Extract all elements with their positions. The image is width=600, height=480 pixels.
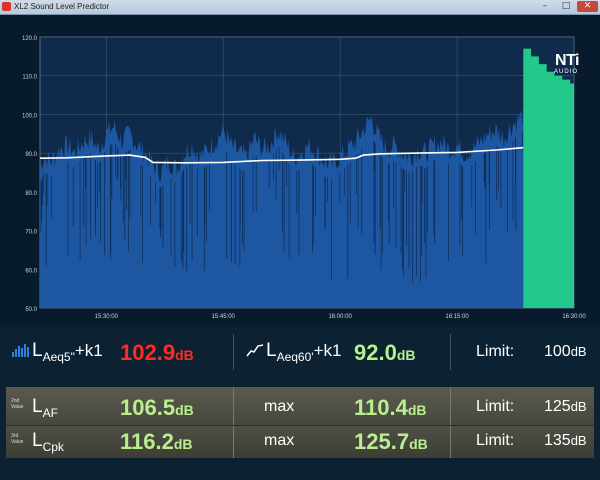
lcpk-max-number: 125.7 bbox=[354, 429, 410, 454]
x-tick-label: 16:30:00 bbox=[562, 314, 586, 320]
y-tick-label: 120.0 bbox=[22, 36, 38, 42]
divider bbox=[450, 426, 451, 458]
running-average-line bbox=[39, 146, 524, 164]
level-chart-panel: 120.0 110.0 100.0 90.0 80.0 70.0 60.0 50.0 15:30… bbox=[0, 15, 600, 327]
lcpk-max-value: 125.7dB bbox=[354, 429, 428, 455]
limit-number: 135 bbox=[544, 432, 571, 449]
lcpk-max-label: max bbox=[264, 432, 295, 449]
limit-label: Limit: bbox=[476, 343, 515, 360]
laeq-row: LAeq5"+k1 102.9dB LAeq60'+k1 92.0dB Limi… bbox=[6, 334, 594, 370]
minimize-icon[interactable]: – bbox=[542, 1, 548, 11]
laf-row: 2nd Value LAF 106.5dB max 110.4dB Limit:… bbox=[6, 387, 594, 425]
prediction-area bbox=[523, 48, 574, 308]
divider bbox=[233, 334, 234, 370]
app-icon bbox=[2, 2, 11, 11]
divider bbox=[450, 387, 451, 425]
laeq60-number: 92.0 bbox=[354, 340, 397, 365]
laeq5-number: 102.9 bbox=[120, 340, 176, 365]
lcpk-unit: dB bbox=[173, 436, 193, 452]
laeq60-label: LAeq60'+k1 bbox=[266, 340, 341, 364]
limit-number: 100 bbox=[544, 343, 571, 360]
window-title-bar: XL2 Sound Level Predictor – □ ✕ bbox=[0, 0, 600, 15]
laf-max-value: 110.4dB bbox=[354, 395, 427, 421]
close-icon[interactable]: ✕ bbox=[577, 1, 598, 12]
logo-sub-text: AUDIO bbox=[553, 69, 578, 75]
laf-max-label: max bbox=[264, 398, 295, 415]
divider bbox=[233, 387, 234, 425]
laeq5-suffix: +k1 bbox=[74, 341, 103, 360]
laf-unit: dB bbox=[175, 402, 194, 418]
x-tick-label: 16:00:00 bbox=[328, 314, 352, 320]
y-tick-label: 100.0 bbox=[22, 113, 38, 119]
lcpk-number: 116.2 bbox=[120, 429, 174, 454]
logo-main-text: NTi bbox=[555, 52, 579, 69]
limit-label: Limit: bbox=[476, 432, 515, 449]
limit-value: 135dB bbox=[544, 432, 587, 450]
x-tick-label: 15:45:00 bbox=[212, 314, 236, 320]
laeq60-L: L bbox=[266, 340, 277, 361]
lcpk-value: 116.2dB bbox=[120, 429, 193, 455]
lcpk-L: L bbox=[32, 430, 43, 451]
limit-unit: dB bbox=[570, 433, 587, 448]
bar-level-icon bbox=[12, 344, 29, 357]
maximize-icon[interactable]: □ bbox=[561, 1, 571, 11]
laf-label: LAF bbox=[32, 396, 58, 420]
second-value-tag: 2nd Value bbox=[11, 398, 24, 410]
x-tick-label: 15:30:00 bbox=[95, 314, 119, 320]
lcpk-row: 3rd Value LCpk 116.2dB max 125.7dB Limit… bbox=[6, 425, 594, 458]
laeq60-suffix: +k1 bbox=[313, 341, 342, 360]
laf-sub: AF bbox=[42, 406, 58, 420]
laeq5-label: LAeq5"+k1 bbox=[32, 340, 103, 364]
laf-max-unit: dB bbox=[407, 402, 427, 418]
y-tick-label: 110.0 bbox=[22, 75, 37, 81]
y-tick-label: 50.0 bbox=[25, 307, 37, 313]
laeq5-value: 102.9dB bbox=[120, 340, 194, 366]
window-title: XL2 Sound Level Predictor bbox=[14, 2, 110, 11]
limit-unit: dB bbox=[570, 399, 587, 414]
limit-label: Limit: bbox=[476, 398, 515, 415]
laf-L: L bbox=[32, 396, 43, 417]
laeq60-sub: Aeq60' bbox=[276, 350, 314, 364]
third-value-tag: 3rd Value bbox=[11, 433, 24, 445]
y-tick-label: 70.0 bbox=[25, 230, 37, 236]
laf-number: 106.5 bbox=[120, 395, 176, 420]
y-tick-label: 60.0 bbox=[25, 268, 37, 274]
y-tick-label: 90.0 bbox=[25, 152, 37, 158]
trend-line-icon bbox=[246, 344, 264, 357]
limit-value: 100dB bbox=[544, 343, 587, 361]
level-dips bbox=[40, 130, 523, 284]
level-chart: 120.0 110.0 100.0 90.0 80.0 70.0 60.0 50.0 15:30… bbox=[22, 36, 586, 320]
lcpk-sub: Cpk bbox=[42, 440, 64, 454]
laeq5-sub: Aeq5" bbox=[42, 350, 75, 364]
laeq5-unit: dB bbox=[175, 347, 194, 363]
x-tick-label: 16:15:00 bbox=[445, 314, 469, 320]
laeq60-unit: dB bbox=[396, 347, 416, 363]
divider bbox=[233, 426, 234, 458]
y-tick-label: 80.0 bbox=[25, 191, 37, 197]
divider bbox=[450, 334, 451, 370]
lcpk-max-unit: dB bbox=[409, 436, 428, 452]
laf-max-number: 110.4 bbox=[354, 395, 408, 420]
limit-number: 125 bbox=[544, 398, 571, 415]
nti-audio-logo: NTi AUDIO bbox=[523, 52, 580, 77]
laeq5-L: L bbox=[32, 340, 43, 361]
limit-unit: dB bbox=[570, 344, 587, 359]
laf-value: 106.5dB bbox=[120, 395, 194, 421]
laeq60-value: 92.0dB bbox=[354, 340, 416, 366]
lcpk-label: LCpk bbox=[32, 430, 64, 454]
limit-value: 125dB bbox=[544, 398, 587, 416]
